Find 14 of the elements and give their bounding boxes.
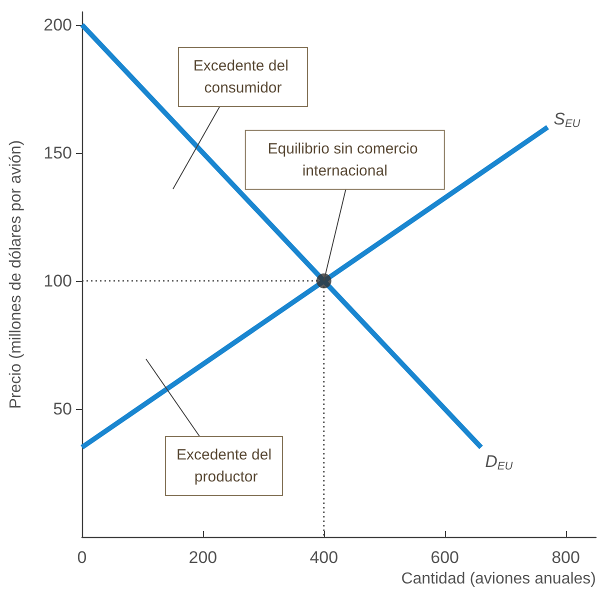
- x-axis-title: Cantidad (aviones anuales): [401, 570, 596, 588]
- x-tick-label: 200: [188, 548, 218, 567]
- annotation: Excedente del productor: [176, 446, 272, 486]
- y-tick-label: 50: [53, 399, 72, 418]
- x-tick-label: 400: [310, 548, 338, 567]
- y-tick-label: 100: [44, 271, 72, 290]
- x-tick-label: 800: [552, 548, 580, 567]
- x-tick-label: 0: [77, 548, 87, 567]
- y-tick-label: 150: [44, 143, 72, 162]
- annotation: Equilibrio sin comercio internacional: [268, 140, 422, 180]
- x-tick-label: 600: [430, 548, 460, 567]
- annotation: Excedente del consumidor: [193, 58, 293, 96]
- y-axis-title: Precio (millones de dólares por avión): [8, 140, 24, 409]
- y-tick-label: 200: [44, 15, 72, 34]
